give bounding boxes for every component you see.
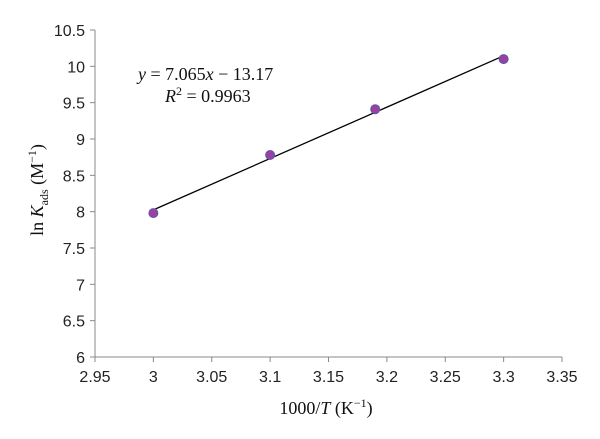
x-tick-label: 3.3 <box>493 369 515 386</box>
x-tick-label: 3.35 <box>546 369 577 386</box>
y-tick-label: 10 <box>67 59 85 76</box>
y-tick-label: 10.5 <box>54 23 85 40</box>
x-tick-label: 3.15 <box>313 369 344 386</box>
y-tick-label: 8 <box>76 205 85 222</box>
y-axis-title: ln Kads (M−1) <box>25 144 51 236</box>
y-axis-ticks: 6 6.5 7 7.5 8 8.5 9 9.5 10 10.5 <box>54 23 95 367</box>
y-tick-label: 9.5 <box>63 96 85 113</box>
y-tick-label: 6.5 <box>63 314 85 331</box>
y-tick-label: 7.5 <box>63 241 85 258</box>
data-point <box>370 104 381 115</box>
data-point <box>148 208 159 219</box>
y-tick-label: 8.5 <box>63 168 85 185</box>
r-squared-annotation: R2 = 0.9963 <box>164 84 251 106</box>
data-point <box>265 149 276 160</box>
x-axis-title: 1000/T (K−1) <box>279 396 372 419</box>
x-tick-label: 3.2 <box>376 369 398 386</box>
equation-annotation: y = 7.065x − 13.17 <box>136 64 273 84</box>
x-tick-label: 3.05 <box>196 369 227 386</box>
x-tick-label: 3 <box>149 369 158 386</box>
trendline <box>153 55 504 211</box>
data-points <box>148 54 509 219</box>
x-tick-label: 3.25 <box>430 369 461 386</box>
y-tick-label: 6 <box>76 350 85 367</box>
x-tick-label: 3.1 <box>259 369 281 386</box>
x-tick-label: 2.95 <box>79 369 110 386</box>
x-axis-ticks: 2.95 3 3.05 3.1 3.15 3.2 3.25 3.3 3.35 <box>79 357 578 386</box>
y-tick-label: 9 <box>76 132 85 149</box>
data-point <box>498 54 509 65</box>
y-tick-label: 7 <box>76 277 85 294</box>
